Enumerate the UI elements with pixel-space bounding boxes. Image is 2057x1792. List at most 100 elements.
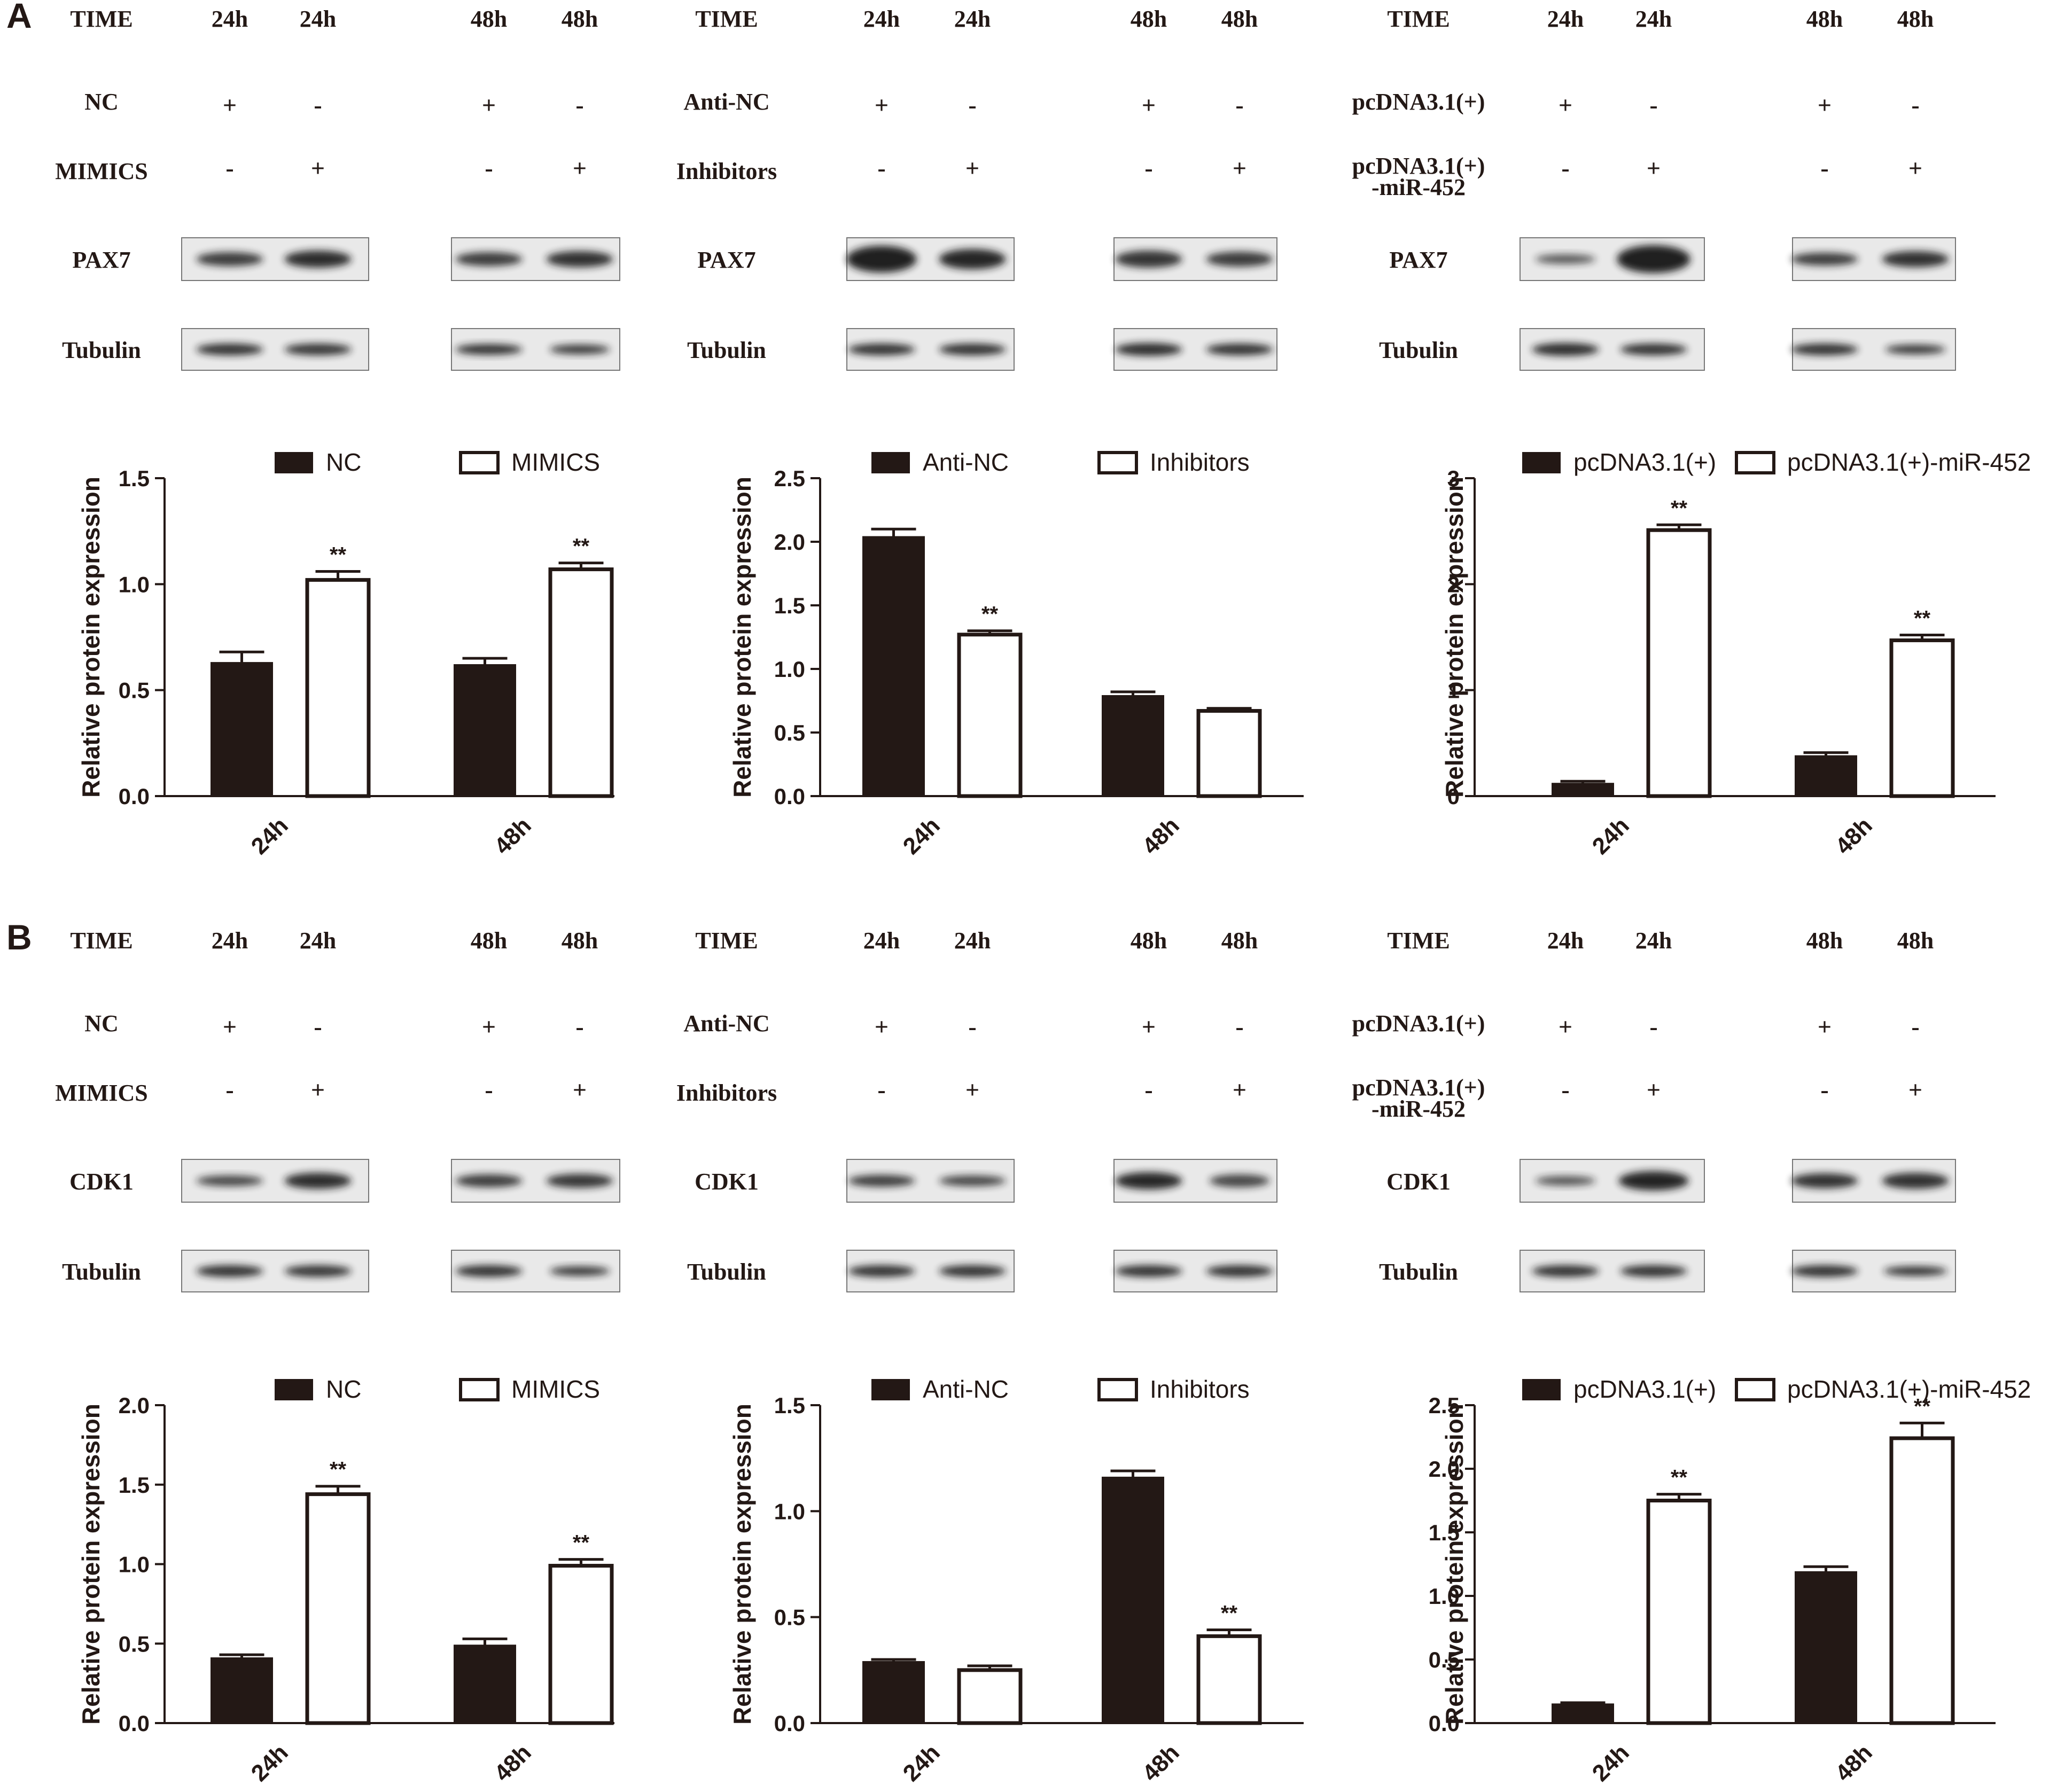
target-blot-label: PAX7 xyxy=(1389,247,1447,273)
tubulin-blot-label: Tubulin xyxy=(1379,1259,1458,1285)
band xyxy=(1791,344,1858,355)
significance-mark: ** xyxy=(330,1458,347,1482)
time-label: TIME xyxy=(70,928,133,954)
legend-swatch xyxy=(275,452,313,473)
time-value: 24h xyxy=(954,928,991,954)
y-axis-title: Relative protein expression xyxy=(77,477,105,798)
y-axis-title: Relative protein expression xyxy=(1440,477,1468,798)
x-tick-label: 48h xyxy=(489,813,536,860)
band xyxy=(1791,253,1858,266)
legend-label: Inhibitors xyxy=(1150,448,1250,476)
y-tick-label: 0.0 xyxy=(119,1711,150,1736)
y-tick-label: 3 xyxy=(1447,466,1460,491)
tubulin-blot-label: Tubulin xyxy=(687,1259,766,1285)
treatment-sign: + xyxy=(1142,1013,1156,1040)
band xyxy=(848,1175,915,1187)
significance-mark: ** xyxy=(330,543,347,567)
treatment-sign: + xyxy=(965,154,979,182)
time-value: 24h xyxy=(863,928,900,954)
time-label: TIME xyxy=(695,6,758,32)
time-label: TIME xyxy=(1387,6,1450,32)
legend-swatch xyxy=(459,1378,500,1401)
time-label: TIME xyxy=(695,928,758,954)
band xyxy=(546,251,613,267)
treatment-sign: + xyxy=(1818,91,1832,119)
treatment-sign: - xyxy=(314,91,322,119)
band xyxy=(1115,1172,1182,1189)
treatment-row2-label: pcDNA3.1(+) xyxy=(1352,153,1485,179)
treatment-sign: - xyxy=(1649,91,1657,119)
band xyxy=(1620,344,1687,355)
time-value: 48h xyxy=(1131,928,1167,954)
tubulin-blot-label: Tubulin xyxy=(62,1259,141,1285)
treatment-row2-label-cont: -miR-452 xyxy=(1372,1096,1466,1122)
band xyxy=(1532,343,1599,356)
y-tick-label: 0.5 xyxy=(119,1631,150,1656)
band xyxy=(284,344,352,355)
bar-treatment xyxy=(957,1668,1023,1725)
bar-treatment xyxy=(1196,1634,1262,1725)
bar-treatment xyxy=(1646,1499,1712,1725)
band xyxy=(1885,345,1946,354)
tubulin-blot-label: Tubulin xyxy=(62,337,141,363)
treatment-row2-label: pcDNA3.1(+) xyxy=(1352,1074,1485,1101)
y-tick-label: 1.0 xyxy=(1429,1584,1460,1609)
band xyxy=(848,1265,915,1277)
time-value: 24h xyxy=(954,6,991,32)
legend-swatch xyxy=(1735,1378,1775,1401)
band xyxy=(1535,1176,1596,1186)
treatment-sign: + xyxy=(1818,1013,1832,1040)
legend-label: pcDNA3.1(+)-miR-452 xyxy=(1787,448,2031,476)
band xyxy=(1206,344,1273,355)
y-tick-label: 1.5 xyxy=(119,466,150,491)
band xyxy=(846,246,917,272)
treatment-sign: + xyxy=(1233,1076,1246,1103)
band xyxy=(939,1175,1006,1186)
band xyxy=(455,1265,523,1277)
treatment-sign: - xyxy=(485,1076,493,1103)
time-value: 48h xyxy=(1897,6,1934,32)
x-tick-label: 48h xyxy=(1830,1740,1877,1787)
x-tick-label: 24h xyxy=(898,813,945,860)
treatment-sign: - xyxy=(968,91,976,119)
bar-control xyxy=(1102,1476,1164,1724)
legend-label: MIMICS xyxy=(511,1375,600,1403)
treatment-sign: - xyxy=(1649,1013,1657,1040)
time-value: 48h xyxy=(1221,6,1258,32)
treatment-sign: - xyxy=(1820,154,1828,182)
treatment-sign: + xyxy=(1233,154,1246,182)
bar-control xyxy=(1795,1571,1857,1724)
band xyxy=(284,1265,352,1277)
treatment-row1-label: Anti-NC xyxy=(683,1010,769,1037)
bar-treatment xyxy=(1646,528,1712,798)
legend-swatch xyxy=(1522,452,1561,473)
y-axis-title: Relative protein expression xyxy=(728,1404,756,1725)
time-value: 24h xyxy=(863,6,900,32)
treatment-sign: + xyxy=(1559,1013,1572,1040)
legend-label: Anti-NC xyxy=(923,1375,1009,1403)
band xyxy=(939,1265,1006,1277)
y-tick-label: 0.5 xyxy=(1429,1647,1460,1672)
x-tick-label: 24h xyxy=(898,1740,945,1787)
treatment-sign: - xyxy=(1144,154,1152,182)
bar-control xyxy=(1795,755,1857,797)
bar-treatment xyxy=(1889,1436,1955,1725)
band xyxy=(549,345,610,354)
y-tick-label: 0.5 xyxy=(774,720,805,745)
bar-control xyxy=(862,1661,925,1724)
legend-swatch xyxy=(1097,451,1138,474)
legend-swatch xyxy=(1097,1378,1138,1401)
y-tick-label: 2.5 xyxy=(774,466,805,491)
treatment-row1-label: NC xyxy=(84,89,119,115)
time-value: 24h xyxy=(1547,6,1584,32)
bar-chart-A-2: 0.0 0.5 1.0 1.5 2.0 2.5 Relative protein expre… xyxy=(728,448,1304,860)
band xyxy=(1209,1174,1270,1187)
band xyxy=(1115,1265,1182,1277)
x-tick-label: 24h xyxy=(246,1740,293,1787)
band xyxy=(196,252,263,266)
band xyxy=(1791,1173,1858,1188)
target-blot-label: CDK1 xyxy=(69,1168,134,1195)
y-tick-label: 0.0 xyxy=(774,784,805,809)
time-label: TIME xyxy=(1387,928,1450,954)
